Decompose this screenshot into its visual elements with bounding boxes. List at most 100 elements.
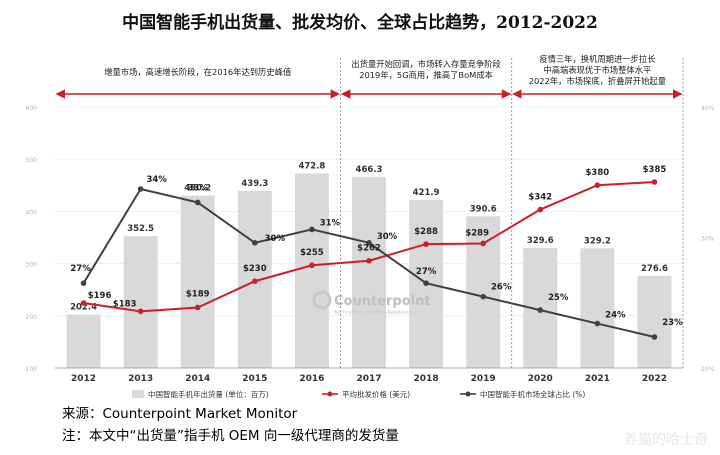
share-point: [651, 334, 658, 340]
period-annotation-line: 出货量开始回调，市场转入存量竞争阶段: [351, 59, 500, 69]
price-value-label: $230: [243, 264, 267, 274]
bars: 202.4 352.5 430.2 439.3 472.8 466.3 421.9 390.6…: [66, 161, 672, 368]
bar-value-label: 329.6: [527, 236, 554, 246]
x-tick-label: 2016: [299, 374, 324, 384]
price-value-label: $196: [88, 291, 112, 301]
bar-value-label: 352.5: [127, 224, 154, 234]
bar-value-label: 390.6: [470, 204, 497, 214]
share-value-label: 24%: [605, 311, 626, 321]
x-tick-label: 2017: [356, 374, 381, 384]
x-tick-label: 2019: [471, 374, 496, 384]
y-right-tick-label: 20%: [701, 366, 715, 373]
period-annotation: 疫情三年，换机周期进一步拉长中高端表现优于市场整体水平 2022年，市场探底，折叠…: [529, 54, 666, 86]
price-value-label: $288: [414, 227, 438, 237]
share-point: [366, 240, 372, 246]
bar-value-label: 472.8: [298, 161, 325, 171]
share-point: [194, 199, 201, 206]
bar: [66, 314, 101, 368]
share-value-label: 23%: [662, 318, 683, 328]
price-point: [137, 308, 144, 315]
share-value-label: 25%: [548, 293, 569, 303]
price-value-label: $342: [528, 193, 552, 203]
x-tick-label: 2012: [71, 374, 96, 384]
y-right-tick-label: 40%: [701, 105, 715, 112]
bar-value-label: 430.2: [184, 184, 211, 194]
bar-value-label: 202.4: [70, 303, 97, 313]
bar-value-label: 466.3: [356, 165, 383, 175]
counterpoint-logo-tagline: Technology Market Research: [333, 310, 413, 316]
counterpoint-logo-icon: [312, 290, 332, 310]
y-left-tick-label: 300: [26, 262, 38, 269]
bar: [352, 176, 386, 368]
period-annotation: 增量市场，高速增长阶段，在2016年达到历史峰值: [104, 67, 291, 77]
bar-value-label: 439.3: [241, 179, 268, 189]
y-left-tick-label: 200: [26, 314, 38, 321]
legend: 中国智能手机年出货量 (单位：百万) 平均批发价格 (美元) 中国智能手机市场全球占…: [132, 389, 585, 399]
price-point: [480, 240, 486, 247]
x-tick-label: 2022: [642, 374, 667, 384]
price-point: [651, 179, 658, 185]
chart-title: 中国智能手机出货量、批发均价、全球占比趋势，2012-2022: [122, 13, 598, 33]
legend-swatch-dot: [465, 391, 471, 397]
price-point: [537, 206, 544, 213]
bar: [637, 275, 672, 368]
price-point: [194, 304, 201, 311]
price-value-label: $255: [300, 248, 324, 258]
legend-label: 平均批发价格 (美元): [342, 389, 410, 399]
bar-value-label: 329.2: [584, 236, 611, 246]
share-value-label: 30%: [265, 234, 286, 244]
y-right-tick-label: 30%: [701, 236, 715, 243]
share-value-label: 26%: [491, 283, 512, 293]
share-value-label: 33%: [188, 183, 209, 193]
y-left-tick-label: 400: [26, 209, 38, 216]
bar: [294, 173, 329, 368]
share-point: [252, 240, 258, 246]
share-value-label: 34%: [146, 175, 167, 185]
share-value-label: 31%: [320, 218, 341, 228]
line-series: $196$183 $189 $230 $255 $262 $288 $289 $342 $380…: [70, 165, 683, 340]
bar-value-label: 276.6: [641, 264, 668, 274]
price-point: [594, 182, 601, 189]
x-tick-label: 2020: [528, 374, 553, 384]
source-note: 来源：Counterpoint Market Monitor: [62, 406, 298, 422]
definition-note: 注：本文中“出货量”指手机 OEM 向一级代理商的发货量: [62, 428, 399, 444]
period-annotation-line: 增量市场，高速增长阶段，在2016年达到历史峰值: [104, 67, 291, 77]
price-value-label: $189: [186, 289, 210, 299]
price-point: [252, 278, 258, 285]
share-point: [309, 226, 315, 233]
period-annotation-line: 中高端表现优于市场整体水平: [543, 65, 651, 75]
price-value-label: $385: [643, 165, 667, 175]
share-value-label: 27%: [416, 267, 437, 277]
x-tick-label: 2015: [242, 374, 267, 384]
share-value-label: 30%: [377, 232, 398, 242]
price-point: [80, 300, 87, 306]
price-value-label: $183: [113, 299, 137, 309]
price-value-label: $289: [465, 228, 489, 238]
bar: [580, 248, 615, 368]
y-left-tick-label: 100: [26, 366, 38, 373]
share-point: [594, 320, 601, 327]
legend-swatch-dot: [327, 391, 333, 397]
axes: 100 200 300 400 500 600 20% 30% 40% 2012 2013 2014 2…: [26, 105, 715, 384]
x-tick-label: 2018: [414, 374, 439, 384]
y-left-tick-label: 600: [26, 105, 38, 112]
price-value-label: $380: [586, 168, 610, 178]
x-tick-label: 2021: [585, 374, 610, 384]
counterpoint-logo-text: Counterpoint: [334, 294, 431, 309]
share-point: [423, 280, 429, 286]
legend-label: 中国智能手机市场全球占比 (%): [480, 389, 585, 399]
period-annotations: 增量市场，高速增长阶段，在2016年达到历史峰值 出货量开始回调，市场转入存量竞争…: [55, 54, 684, 368]
share-point: [137, 186, 144, 192]
period-annotation: 出货量开始回调，市场转入存量竞争阶段 2019年，5G商用，推高了BoM成本: [351, 59, 500, 80]
x-tick-label: 2014: [185, 374, 210, 384]
bar-value-label: 421.9: [413, 188, 440, 198]
legend-label: 中国智能手机年出货量 (单位：百万): [148, 389, 269, 399]
share-point: [537, 307, 544, 313]
corner-watermark: 养猫的哈士奇: [624, 432, 708, 448]
price-value-label: $262: [357, 244, 381, 254]
price-point: [423, 241, 429, 247]
price-point: [366, 257, 372, 264]
price-point: [309, 262, 315, 269]
counterpoint-logo: Counterpoint Technology Market Research: [312, 290, 431, 316]
